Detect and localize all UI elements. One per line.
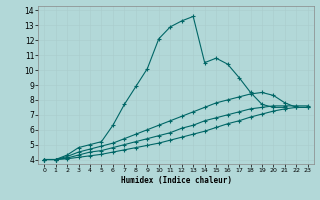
X-axis label: Humidex (Indice chaleur): Humidex (Indice chaleur)	[121, 176, 231, 185]
